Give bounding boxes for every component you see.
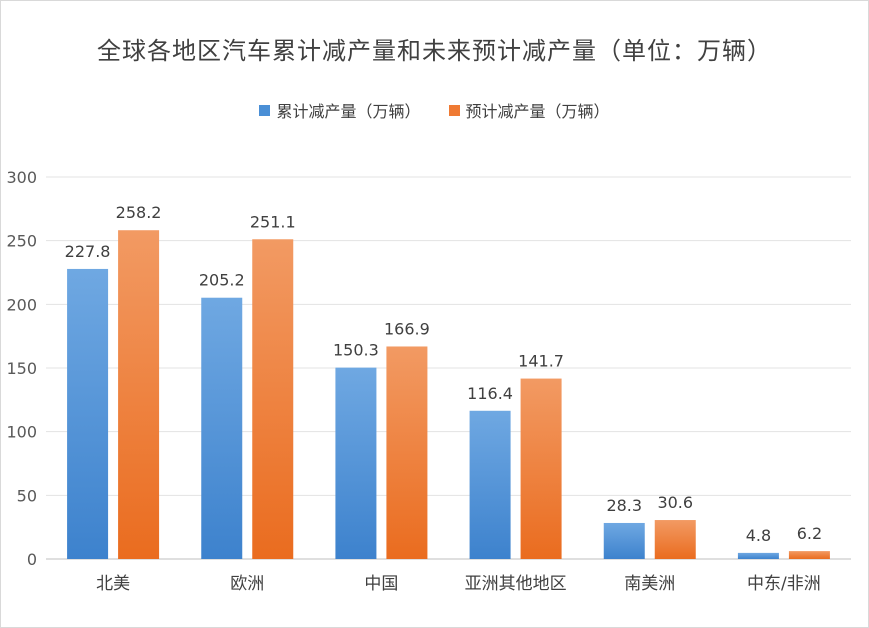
- data-label: 205.2: [199, 271, 245, 290]
- y-tick-label: 200: [6, 295, 37, 314]
- data-label: 258.2: [116, 203, 162, 222]
- legend-label-cumulative: 累计减产量（万辆）: [276, 102, 421, 121]
- y-tick-label: 300: [6, 168, 37, 187]
- legend-item-forecast: 预计减产量（万辆）: [448, 98, 610, 122]
- x-category-label: 欧洲: [230, 574, 264, 594]
- x-category-label: 中国: [364, 574, 398, 594]
- bar-cumulative: [67, 268, 109, 559]
- bar-cumulative: [201, 297, 243, 559]
- bar-forecast: [788, 551, 830, 559]
- legend-swatch-forecast: [448, 104, 460, 116]
- legend-label-forecast: 预计减产量（万辆）: [465, 102, 610, 121]
- y-tick-label: 100: [6, 423, 37, 442]
- data-label: 116.4: [467, 384, 513, 403]
- legend-swatch-cumulative: [259, 104, 271, 116]
- bar-cumulative: [603, 522, 645, 559]
- bar-forecast: [386, 346, 428, 559]
- legend-item-cumulative: 累计减产量（万辆）: [259, 98, 421, 122]
- data-label: 150.3: [333, 341, 379, 360]
- legend: 累计减产量（万辆） 预计减产量（万辆）: [1, 98, 868, 122]
- bar-forecast: [520, 378, 562, 559]
- data-label: 251.1: [250, 212, 296, 231]
- bar-cumulative: [469, 410, 511, 559]
- data-label: 6.2: [797, 524, 822, 543]
- y-tick-label: 0: [27, 550, 37, 569]
- data-label: 30.6: [657, 493, 693, 512]
- data-label: 141.7: [518, 352, 564, 371]
- bar-forecast: [118, 230, 160, 559]
- bar-cumulative: [737, 552, 779, 559]
- x-category-label: 北美: [96, 574, 130, 594]
- data-label: 227.8: [65, 242, 111, 261]
- y-tick-label: 50: [17, 486, 37, 505]
- data-label: 4.8: [746, 526, 771, 545]
- x-category-label: 南美洲: [624, 574, 675, 594]
- x-category-label: 中东/非洲: [747, 574, 821, 594]
- bar-cumulative: [335, 367, 377, 559]
- y-tick-label: 150: [6, 359, 37, 378]
- x-category-label: 亚洲其他地区: [465, 574, 567, 594]
- bar-forecast: [654, 520, 696, 559]
- y-tick-label: 250: [6, 232, 37, 251]
- bar-forecast: [252, 239, 294, 560]
- data-label: 28.3: [606, 496, 642, 515]
- data-label: 166.9: [384, 319, 430, 338]
- chart-title: 全球各地区汽车累计减产量和未来预计减产量（单位：万辆）: [97, 37, 772, 65]
